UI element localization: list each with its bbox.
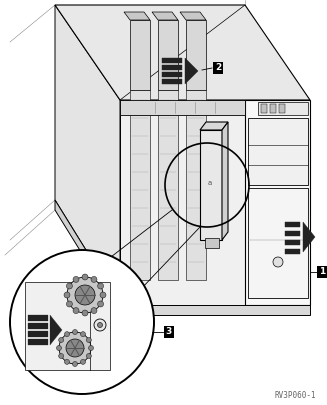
Text: RV3P060-1: RV3P060-1	[274, 391, 316, 400]
Circle shape	[86, 337, 91, 343]
Circle shape	[73, 362, 77, 367]
Text: 1: 1	[319, 267, 325, 277]
Bar	[261, 104, 267, 113]
Polygon shape	[248, 118, 308, 185]
Circle shape	[100, 292, 106, 298]
Text: a: a	[208, 180, 212, 186]
Circle shape	[66, 283, 72, 289]
Polygon shape	[200, 130, 222, 240]
Circle shape	[91, 276, 97, 282]
Polygon shape	[55, 5, 120, 305]
Circle shape	[75, 285, 95, 305]
Polygon shape	[186, 20, 206, 90]
Circle shape	[91, 307, 97, 313]
Polygon shape	[28, 315, 48, 321]
Polygon shape	[162, 65, 182, 70]
Circle shape	[59, 337, 64, 343]
Text: 2: 2	[215, 64, 221, 72]
Polygon shape	[285, 240, 300, 245]
Polygon shape	[130, 90, 150, 280]
Polygon shape	[162, 72, 182, 77]
Polygon shape	[158, 20, 178, 90]
Polygon shape	[248, 188, 308, 298]
Circle shape	[64, 292, 70, 298]
Circle shape	[73, 276, 79, 282]
Polygon shape	[55, 5, 310, 100]
Circle shape	[57, 345, 61, 350]
Polygon shape	[185, 58, 198, 84]
Polygon shape	[124, 12, 150, 20]
Polygon shape	[120, 305, 310, 315]
Polygon shape	[152, 12, 178, 20]
Polygon shape	[28, 331, 48, 337]
Bar	[279, 104, 285, 113]
Polygon shape	[285, 231, 300, 236]
Polygon shape	[55, 200, 120, 315]
Polygon shape	[245, 100, 310, 305]
Circle shape	[82, 310, 88, 316]
Polygon shape	[180, 12, 206, 20]
Polygon shape	[28, 323, 48, 329]
Circle shape	[10, 250, 154, 394]
Circle shape	[64, 359, 70, 364]
Circle shape	[80, 332, 85, 337]
Circle shape	[97, 301, 104, 307]
Text: 3: 3	[166, 328, 172, 337]
Polygon shape	[186, 90, 206, 280]
Circle shape	[94, 319, 106, 331]
Circle shape	[97, 322, 102, 328]
Circle shape	[59, 332, 91, 364]
Polygon shape	[205, 238, 219, 248]
Polygon shape	[120, 100, 245, 305]
Polygon shape	[162, 58, 182, 63]
Polygon shape	[120, 100, 245, 115]
Polygon shape	[25, 282, 110, 370]
Circle shape	[64, 332, 70, 337]
Polygon shape	[303, 222, 315, 252]
Circle shape	[73, 307, 79, 313]
Circle shape	[67, 277, 103, 313]
Polygon shape	[200, 122, 228, 130]
Circle shape	[59, 354, 64, 358]
Circle shape	[66, 339, 84, 357]
Polygon shape	[222, 122, 228, 240]
Circle shape	[273, 257, 283, 267]
Circle shape	[80, 359, 85, 364]
Polygon shape	[285, 249, 300, 254]
Circle shape	[82, 274, 88, 280]
Circle shape	[86, 354, 91, 358]
Polygon shape	[28, 339, 48, 345]
Circle shape	[97, 283, 104, 289]
Bar	[270, 104, 276, 113]
Polygon shape	[162, 79, 182, 84]
Polygon shape	[285, 222, 300, 227]
Circle shape	[89, 345, 94, 350]
Circle shape	[73, 330, 77, 335]
Polygon shape	[130, 20, 150, 90]
Polygon shape	[50, 315, 62, 345]
Polygon shape	[158, 90, 178, 280]
Circle shape	[66, 301, 72, 307]
Polygon shape	[258, 102, 308, 115]
